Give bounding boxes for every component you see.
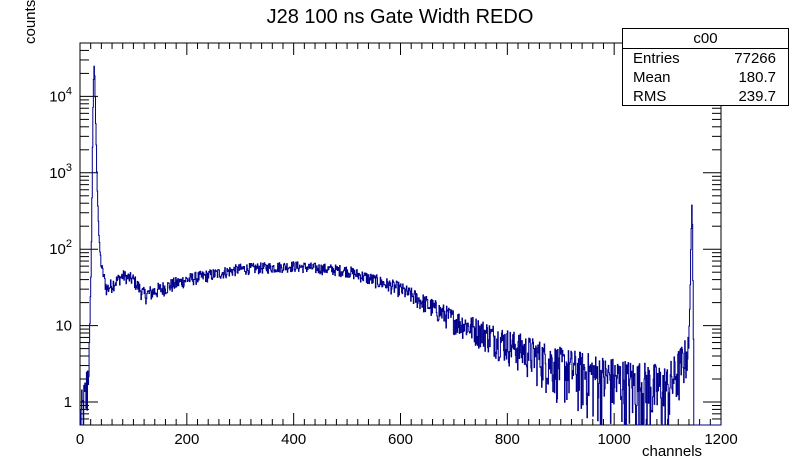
- y-tick-labels: 1 10 102 103 104: [49, 85, 72, 411]
- y-tick-label: 102: [49, 238, 72, 258]
- stats-value: 239.7: [738, 88, 776, 105]
- y-tick-label: 1: [64, 394, 72, 411]
- y-tick-label: 104: [49, 85, 72, 105]
- stats-label: Entries: [633, 50, 680, 67]
- y-tick-label: 10: [55, 318, 72, 335]
- y-axis-label: counts: [22, 0, 39, 44]
- stats-row-entries: Entries 77266: [623, 49, 788, 68]
- stats-label: RMS: [633, 88, 667, 105]
- x-tick-labels: 0 200 400 600 800 1000 1200: [76, 431, 738, 448]
- stats-box-title: c00: [623, 29, 788, 49]
- x-tick-label: 800: [495, 431, 520, 448]
- stats-row-rms: RMS 239.7: [623, 87, 788, 106]
- x-tick-label: 1000: [597, 431, 630, 448]
- stats-value: 77266: [734, 50, 776, 67]
- stats-value: 180.7: [738, 69, 776, 86]
- x-tick-label: 200: [174, 431, 199, 448]
- y-tick-label: 103: [49, 162, 72, 182]
- histogram-line: [79, 65, 721, 426]
- x-tick-label: 400: [281, 431, 306, 448]
- x-tick-label: 1200: [704, 431, 737, 448]
- stats-row-mean: Mean 180.7: [623, 68, 788, 87]
- x-axis-label: channels: [642, 443, 703, 460]
- stats-box: c00 Entries 77266 Mean 180.7 RMS 239.7: [622, 28, 789, 106]
- x-tick-label: 0: [76, 431, 84, 448]
- chart-title: J28 100 ns Gate Width REDO: [266, 6, 534, 28]
- x-tick-label: 600: [388, 431, 413, 448]
- stats-label: Mean: [633, 69, 671, 86]
